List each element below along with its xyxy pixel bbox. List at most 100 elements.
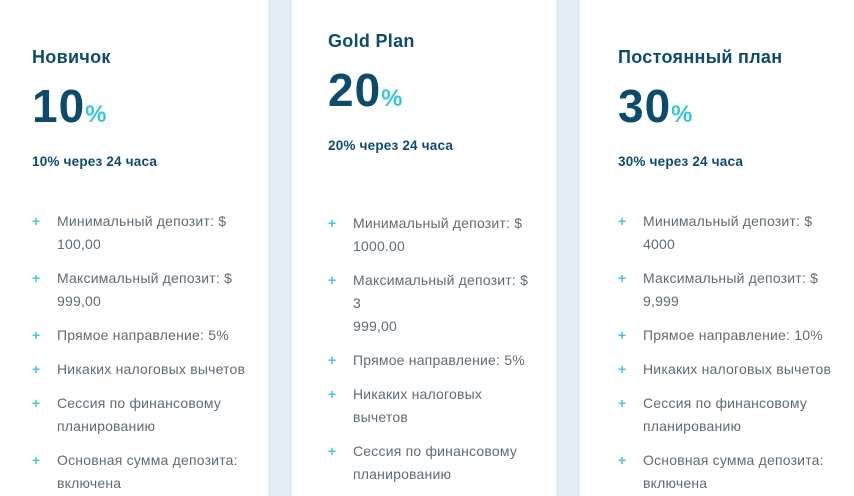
feature-item: + Никаких налоговых вычетов [328, 383, 538, 429]
feature-item: + Минимальный депозит: $ 1000.00 [328, 212, 538, 258]
percent-sign: % [85, 101, 107, 128]
feature-line: Максимальный депозит: $ [643, 270, 819, 286]
feature-item: + Сессия по финансовому планированию [328, 440, 538, 486]
feature-line: Минимальный депозит: $ [57, 213, 227, 229]
rate-number: 20 [328, 64, 382, 116]
plan-subtitle: 20% через 24 часа [328, 138, 454, 153]
feature-list: + Минимальный депозит: $ 1000.00 + Максималь… [328, 212, 538, 496]
feature-line: Минимальный депозит: $ [353, 215, 523, 231]
plan-rate: 10% [32, 83, 250, 141]
plan-rate: 30% [618, 83, 836, 141]
plan-subtitle: 10% через 24 часа [32, 154, 158, 169]
feature-text: Максимальный депозит: $ 3 999,00 [353, 269, 538, 338]
feature-line: планированию [353, 466, 452, 482]
feature-line: планированию [643, 418, 742, 434]
feature-line: планированию [57, 418, 156, 434]
plus-icon: + [618, 213, 627, 229]
feature-item: + Никаких налоговых вычетов [32, 358, 250, 381]
feature-text: Сессия по финансовому планированию [643, 392, 836, 438]
feature-text: Сессия по финансовому планированию [57, 392, 250, 438]
feature-line: Сессия по финансовому [353, 443, 518, 459]
feature-line: 9,999 [643, 293, 680, 309]
plan-subtitle: 30% через 24 часа [618, 154, 744, 169]
feature-text: Основная сумма депозита: включена [643, 449, 836, 495]
feature-text: Минимальный депозит: $ 4000 [643, 210, 836, 256]
feature-item: + Прямое направление: 5% [32, 324, 250, 347]
feature-line: Никаких налоговых вычетов [353, 386, 483, 425]
feature-text: Минимальный депозит: $ 100,00 [57, 210, 250, 256]
feature-text: Прямое направление: 5% [353, 349, 538, 372]
feature-item: + Максимальный депозит: $ 3 999,00 [328, 269, 538, 338]
plus-icon: + [32, 395, 41, 411]
plan-card: Gold Plan 20% 20% через 24 часа + Минимал… [292, 0, 556, 496]
plan-rate: 20% [328, 67, 538, 125]
feature-line: Сессия по финансовому [643, 395, 808, 411]
plus-icon: + [328, 215, 337, 231]
feature-line: Основная сумма депозита: [643, 452, 824, 468]
feature-line: включена [57, 475, 122, 491]
plus-icon: + [328, 352, 337, 368]
feature-item: + Никаких налоговых вычетов [618, 358, 836, 381]
feature-line: 4000 [643, 236, 675, 252]
plus-icon: + [328, 443, 337, 459]
feature-line: 100,00 [57, 236, 102, 252]
feature-item: + Прямое направление: 10% [618, 324, 836, 347]
feature-text: Никаких налоговых вычетов [57, 358, 250, 381]
plus-icon: + [32, 361, 41, 377]
feature-line: Максимальный депозит: $ [57, 270, 233, 286]
plus-icon: + [32, 213, 41, 229]
feature-item: + Прямое направление: 5% [328, 349, 538, 372]
feature-line: Прямое направление: 5% [57, 327, 229, 343]
feature-line: 999,00 [57, 293, 102, 309]
rate-number: 10 [32, 80, 86, 132]
feature-text: Основная сумма депозита: включена [57, 449, 250, 495]
feature-line: Сессия по финансовому [57, 395, 222, 411]
feature-list: + Минимальный депозит: $ 4000 + Максимальный… [618, 210, 836, 495]
feature-item: + Минимальный депозит: $ 100,00 [32, 210, 250, 256]
feature-list: + Минимальный депозит: $ 100,00 + Максимальн… [32, 210, 250, 495]
plus-icon: + [32, 270, 41, 286]
feature-line: Минимальный депозит: $ [643, 213, 813, 229]
feature-line: 999,00 [353, 318, 398, 334]
feature-line: Основная сумма депозита: [57, 452, 238, 468]
plan-title: Новичок [32, 47, 111, 67]
plus-icon: + [618, 452, 627, 468]
plus-icon: + [618, 395, 627, 411]
feature-text: Никаких налоговых вычетов [643, 358, 836, 381]
plus-icon: + [618, 270, 627, 286]
plan-title: Постоянный план [618, 47, 783, 67]
feature-line: Никаких налоговых вычетов [57, 361, 246, 377]
feature-line: Прямое направление: 10% [643, 327, 823, 343]
plan-card: Постоянный план 30% 30% через 24 часа + М… [580, 0, 854, 496]
feature-text: Максимальный депозит: $ 9,999 [643, 267, 836, 313]
feature-text: Сессия по финансовому планированию [353, 440, 538, 486]
plus-icon: + [328, 272, 337, 288]
feature-text: Прямое направление: 10% [643, 324, 836, 347]
plus-icon: + [618, 361, 627, 377]
feature-text: Минимальный депозит: $ 1000.00 [353, 212, 538, 258]
feature-item: + Сессия по финансовому планированию [32, 392, 250, 438]
feature-item: + Минимальный депозит: $ 4000 [618, 210, 836, 256]
feature-item: + Основная сумма депозита: включена [618, 449, 836, 495]
feature-line: Прямое направление: 5% [353, 352, 525, 368]
feature-text: Никаких налоговых вычетов [353, 383, 538, 429]
percent-sign: % [671, 101, 693, 128]
feature-item: + Максимальный депозит: $ 999,00 [32, 267, 250, 313]
plus-icon: + [32, 452, 41, 468]
plus-icon: + [328, 386, 337, 402]
plus-icon: + [618, 327, 627, 343]
feature-item: + Сессия по финансовому планированию [618, 392, 836, 438]
plan-card: Новичок 10% 10% через 24 часа + Минимальн… [0, 0, 268, 496]
feature-item: + Максимальный депозит: $ 9,999 [618, 267, 836, 313]
feature-item: + Основная сумма депозита: включена [32, 449, 250, 495]
rate-number: 30 [618, 80, 672, 132]
feature-text: Максимальный депозит: $ 999,00 [57, 267, 250, 313]
plus-icon: + [32, 327, 41, 343]
feature-line: Никаких налоговых вычетов [643, 361, 832, 377]
percent-sign: % [381, 85, 403, 112]
feature-line: включена [643, 475, 708, 491]
feature-text: Прямое направление: 5% [57, 324, 250, 347]
plan-title: Gold Plan [328, 31, 415, 51]
feature-line: 1000.00 [353, 238, 406, 254]
